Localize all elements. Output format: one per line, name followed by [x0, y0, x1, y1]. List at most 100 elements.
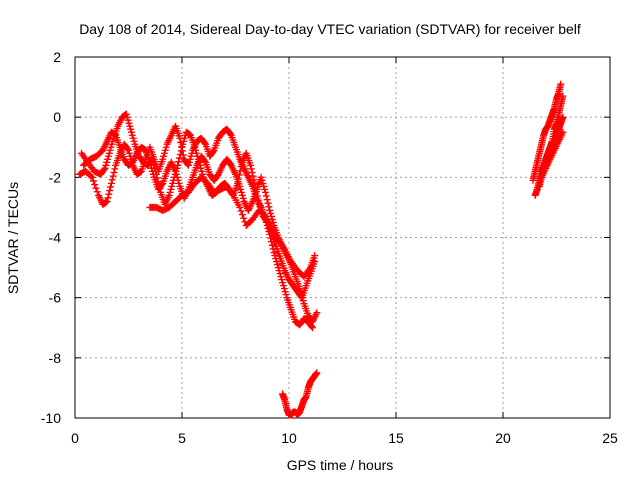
data-point [129, 134, 137, 142]
data-point [254, 196, 262, 204]
series-4 [279, 369, 321, 419]
data-point [175, 179, 183, 187]
data-point [297, 291, 305, 299]
data-point [250, 176, 258, 184]
data-point [106, 187, 114, 195]
data-point [261, 188, 269, 196]
data-point [263, 196, 271, 204]
data-point [311, 252, 319, 260]
data-point [110, 169, 118, 177]
data-point [258, 176, 266, 184]
data-point [280, 285, 288, 293]
data-point [273, 261, 281, 269]
data-point [261, 185, 269, 193]
data-point [193, 149, 201, 157]
data-point [160, 149, 168, 157]
data-point [161, 146, 169, 154]
data-point [175, 154, 183, 162]
x-tick-label: 0 [71, 430, 79, 446]
data-point [128, 131, 136, 139]
data-point [281, 288, 289, 296]
data-point [162, 143, 170, 151]
data-point [236, 203, 244, 211]
data-point [122, 110, 130, 118]
data-point [148, 167, 156, 175]
y-tick-label: -2 [49, 169, 62, 185]
data-point [264, 199, 272, 207]
grid-lines [75, 57, 610, 418]
x-tick-labels: 0 5 10 15 20 25 [71, 430, 618, 446]
data-point [257, 173, 265, 181]
y-tick-label: -10 [41, 410, 61, 426]
data-point [93, 188, 101, 196]
data-point [299, 297, 307, 305]
data-point [91, 181, 99, 189]
data-point [201, 157, 209, 165]
series-5 [529, 80, 565, 184]
data-point [249, 172, 257, 180]
y-tick-label: -4 [49, 230, 62, 246]
data-point [269, 218, 277, 226]
x-tick-label: 15 [388, 430, 404, 446]
data-point [111, 165, 119, 173]
data-point [109, 172, 117, 180]
data-point [251, 179, 259, 187]
data-point [181, 134, 189, 142]
data-point [101, 164, 109, 172]
data-point [88, 173, 96, 181]
data-point [270, 249, 278, 257]
data-point [106, 146, 114, 154]
data-point [238, 191, 246, 199]
data-point [103, 158, 111, 166]
data-point [260, 211, 268, 219]
data-point [127, 125, 135, 133]
data-point [158, 181, 166, 189]
data-point [104, 194, 112, 202]
data-point [105, 149, 113, 157]
data-point [159, 155, 167, 163]
data-point [238, 211, 246, 219]
data-point [265, 203, 273, 211]
data-points [75, 80, 567, 419]
data-point [266, 206, 274, 214]
data-point [103, 197, 111, 205]
data-point [236, 182, 244, 190]
data-point [282, 291, 290, 299]
data-point [100, 166, 108, 174]
data-point [236, 167, 244, 175]
data-point [313, 369, 321, 377]
data-point [262, 192, 270, 200]
data-point [126, 122, 134, 130]
data-point [259, 179, 267, 187]
data-point [308, 323, 316, 331]
data-point [226, 130, 234, 138]
data-point [198, 167, 206, 175]
y-tick-label: -6 [49, 290, 62, 306]
data-point [127, 128, 135, 136]
data-point [102, 161, 110, 169]
data-point [146, 158, 154, 166]
data-point [240, 214, 248, 222]
data-point [125, 149, 133, 157]
data-point [559, 128, 567, 136]
data-point [246, 161, 254, 169]
data-point [237, 163, 245, 171]
data-point [179, 140, 187, 148]
series-3 [146, 173, 319, 281]
data-point [104, 152, 112, 160]
data-point [168, 182, 176, 190]
data-point [87, 172, 95, 180]
data-point [279, 279, 287, 287]
data-point [166, 188, 174, 196]
data-point [105, 190, 113, 198]
data-point [260, 182, 268, 190]
data-point [247, 165, 255, 173]
x-tick-label: 25 [602, 430, 618, 446]
data-point [104, 155, 112, 163]
data-point [237, 207, 245, 215]
data-point [173, 173, 181, 181]
data-point [175, 158, 183, 166]
data-point [108, 176, 116, 184]
data-point [180, 137, 188, 145]
data-point [92, 184, 100, 192]
